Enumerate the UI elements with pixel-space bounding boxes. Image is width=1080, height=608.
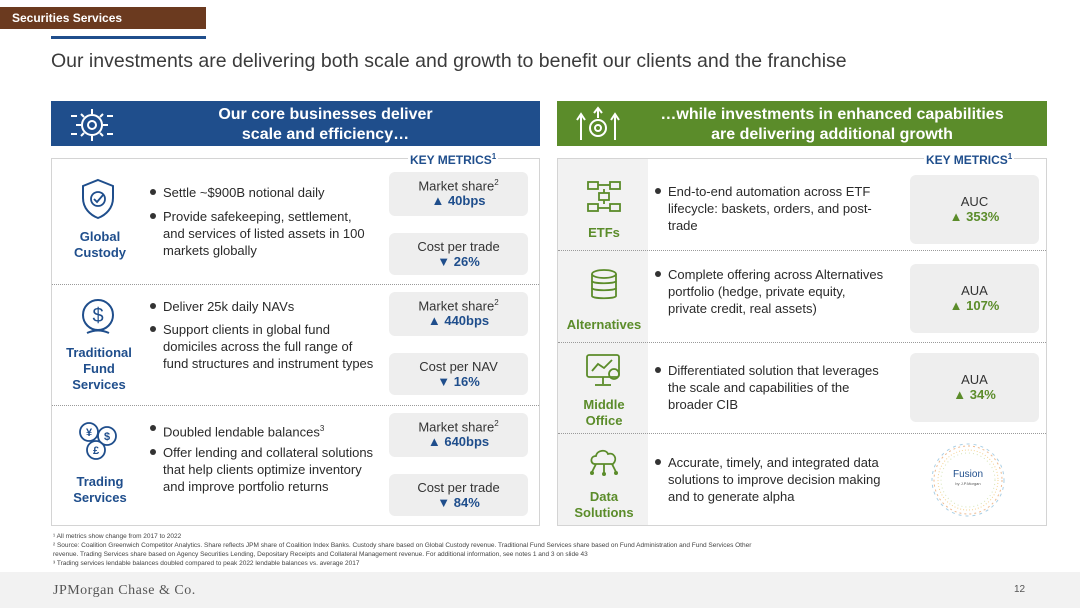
row-divider — [52, 284, 539, 285]
row-divider — [558, 342, 1046, 343]
row-label-middle-office: Middle Office — [583, 397, 625, 428]
metric-card: Market share2 ▲ 440bps — [389, 292, 528, 336]
left-panel — [51, 158, 540, 526]
flow-diagram-icon — [587, 181, 621, 212]
bullet-item: Offer lending and collateral solutions t… — [150, 444, 375, 495]
left-key-metrics-label: KEY METRICS1 — [408, 152, 499, 167]
footnote: ³ Trading services lendable balances dou… — [53, 560, 360, 567]
row-label-alternatives: Alternatives — [566, 317, 642, 332]
fusion-logo-subtext: by J.P.Morgan — [955, 481, 981, 486]
footnote: revenue. Trading Services share based on… — [53, 551, 588, 558]
metric-card: AUC ▲ 353% — [910, 175, 1039, 244]
svg-text:¥: ¥ — [86, 427, 93, 439]
metric-card: AUA ▲ 34% — [910, 353, 1039, 422]
gear-circuit-icon — [71, 109, 113, 141]
row-label-data-solutions: Data Solutions — [574, 489, 634, 520]
dollar-hand-icon: $ — [82, 299, 114, 334]
svg-text:£: £ — [93, 445, 99, 457]
right-heading-line2: are delivering additional growth — [711, 126, 953, 143]
shield-check-icon — [82, 178, 114, 220]
bullet-item: Complete offering across Alternatives po… — [655, 266, 885, 317]
left-panel-header: Our core businesses deliver scale and ef… — [51, 101, 540, 146]
row-label-traditional-fund-services: Traditional Fund Services — [66, 345, 132, 392]
bullet-item: Differentiated solution that leverages t… — [655, 362, 885, 413]
metric-card: Market share2 ▲ 40bps — [389, 172, 528, 216]
right-panel — [557, 158, 1047, 526]
bullet-item: Support clients in global fund domiciles… — [150, 321, 375, 372]
bullet-item: Provide safekeeping, settlement, and ser… — [150, 208, 375, 259]
fusion-logo-burst-icon — [931, 443, 1005, 517]
metric-card: Cost per trade ▼ 84% — [389, 474, 528, 516]
metric-card: Market share2 ▲ 640bps — [389, 413, 528, 457]
footnote: ² Source: Coalition Greenwich Competitor… — [53, 542, 752, 549]
row-label-etfs: ETFs — [588, 225, 620, 240]
svg-text:$: $ — [104, 431, 110, 443]
section-tag: Securities Services — [0, 7, 206, 29]
right-key-metrics-label: KEY METRICS1 — [924, 152, 1015, 167]
bullet-item: End-to-end automation across ETF lifecyc… — [655, 183, 885, 234]
row-divider — [558, 250, 1046, 251]
row-divider — [52, 405, 539, 406]
left-heading-line1: Our core businesses deliver — [218, 106, 433, 123]
bullet-item: Doubled lendable balances3 — [150, 420, 375, 440]
network-cloud-icon — [590, 449, 618, 476]
page-title: Our investments are delivering both scal… — [51, 50, 847, 72]
fusion-logo: Fusion by J.P.Morgan — [928, 440, 1008, 520]
bullet-item: Settle ~$900B notional daily — [150, 184, 375, 201]
right-panel-header: …while investments in enhanced capabilit… — [557, 101, 1047, 146]
fusion-logo-text: Fusion — [952, 469, 983, 480]
bullet-item: Deliver 25k daily NAVs — [150, 298, 375, 315]
page-number: 12 — [1014, 584, 1026, 595]
row-label-trading-services: Trading Services — [73, 474, 127, 505]
growth-arrows-icon — [576, 106, 620, 140]
company-logo: JPMorgan Chase & Co. — [53, 583, 196, 598]
title-rule — [51, 36, 206, 39]
metric-card: Cost per trade ▼ 26% — [389, 233, 528, 275]
footer-bar — [0, 572, 1080, 608]
metric-card: Cost per NAV ▼ 16% — [389, 353, 528, 395]
metric-card: AUA ▲ 107% — [910, 264, 1039, 333]
footnote: ¹ All metrics show change from 2017 to 2… — [53, 533, 182, 540]
database-icon — [591, 269, 617, 300]
monitor-analytics-icon — [586, 354, 620, 386]
right-heading-line1: …while investments in enhanced capabilit… — [660, 106, 1004, 123]
currency-exchange-icon: ¥ $ £ — [79, 422, 117, 460]
row-divider — [558, 433, 1046, 434]
left-heading-line2: scale and efficiency… — [241, 126, 410, 143]
row-label-global-custody: Global Custody — [74, 229, 126, 260]
svg-text:$: $ — [92, 305, 103, 327]
bullet-item: Accurate, timely, and integrated data so… — [655, 454, 885, 505]
